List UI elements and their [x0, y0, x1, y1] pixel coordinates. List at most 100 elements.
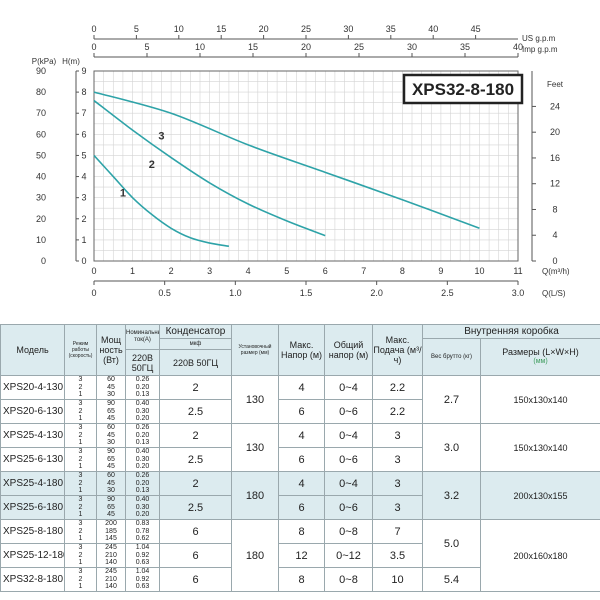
us-gpm-tick-label: 10	[174, 24, 184, 34]
us-gpm-tick-label: 40	[428, 24, 438, 34]
kpa-tick-label: 70	[36, 108, 46, 118]
head-m-tick-label: 3	[81, 193, 86, 203]
imp-gpm-tick-label: 35	[460, 42, 470, 52]
head-m-tick-label: 5	[81, 150, 86, 160]
chart-title-box: XPS32-8-180	[402, 73, 524, 105]
power-cell: 90 65 45	[96, 399, 126, 424]
power-cell: 200 185 145	[96, 519, 126, 544]
weight-cell: 2.7	[422, 375, 481, 424]
model-cell: XPS20-4-130	[0, 375, 65, 400]
feet-tick-label: 4	[552, 230, 557, 240]
header-dims-unit: (мм)	[533, 358, 548, 365]
weight-cell: 3.2	[422, 471, 481, 520]
current-cell: 0.26 0.20 0.13	[125, 471, 160, 496]
head-m-tick-label: 4	[81, 172, 86, 182]
flow-m3h-tick-label: 6	[323, 266, 328, 276]
max-flow-cell: 3	[372, 471, 423, 496]
flow-m3h-tick-label: 8	[400, 266, 405, 276]
flow-m3h-tick-label: 1	[130, 266, 135, 276]
max-flow-cell: 10	[372, 567, 423, 592]
max-head-cell: 8	[278, 519, 325, 544]
max-flow-cell: 3	[372, 423, 423, 448]
capacitor-cell: 2.5	[159, 495, 232, 520]
head-m-tick-label: 0	[81, 256, 86, 266]
kpa-tick-label: 10	[36, 235, 46, 245]
flow-ls-tick-label: 1.0	[229, 288, 242, 298]
imp-gpm-tick-label: 20	[301, 42, 311, 52]
chart-title: XPS32-8-180	[412, 80, 514, 99]
flow-m3h-tick-label: 4	[246, 266, 251, 276]
max-head-cell: 12	[278, 543, 325, 568]
us-gpm-tick-label: 0	[91, 24, 96, 34]
capacitor-cell: 6	[159, 567, 232, 592]
flow-m3h-tick-label: 3	[207, 266, 212, 276]
imp-gpm-tick-label: 5	[144, 42, 149, 52]
current-cell: 0.26 0.20 0.13	[125, 375, 160, 400]
flow-ls-tick-label: 3.0	[512, 288, 525, 298]
max-head-cell: 4	[278, 375, 325, 400]
header-weight: Вес брутто (кг)	[422, 338, 481, 376]
imp-gpm-tick-label: 10	[195, 42, 205, 52]
model-cell: XPS32-8-180	[0, 567, 65, 592]
chart-title-frame	[402, 73, 524, 105]
feet-tick-label: 0	[552, 256, 557, 266]
header-capacitor: Конденсатор	[159, 324, 232, 339]
max-head-cell: 8	[278, 567, 325, 592]
current-cell: 0.26 0.20 0.13	[125, 423, 160, 448]
max-flow-cell: 2.2	[372, 375, 423, 400]
current-cell: 0.40 0.30 0.20	[125, 399, 160, 424]
install-size-cell: 130	[231, 375, 279, 424]
capacitor-cell: 2.5	[159, 399, 232, 424]
capacitor-cell: 2.5	[159, 447, 232, 472]
head-m-tick-label: 6	[81, 129, 86, 139]
header-capacitor-sub: 220В 50ГЦ	[159, 349, 232, 376]
power-cell: 60 45 30	[96, 471, 126, 496]
head-m-axis-label: H(m)	[62, 57, 80, 66]
pump-curve-label-1: 1	[120, 188, 126, 200]
header-mode: Режим работы (скорость)	[64, 324, 97, 376]
imp-gpm-tick-label: 25	[354, 42, 364, 52]
max-flow-cell: 2.2	[372, 399, 423, 424]
total-head-cell: 0~12	[324, 543, 373, 568]
head-m-tick-label: 2	[81, 214, 86, 224]
kpa-tick-label: 50	[36, 150, 46, 160]
model-cell: XPS25-6-180	[0, 495, 65, 520]
total-head-cell: 0~6	[324, 447, 373, 472]
pump-curve-label-3: 3	[158, 131, 164, 143]
flow-m3h-tick-label: 7	[361, 266, 366, 276]
power-cell: 245 210 140	[96, 543, 126, 568]
current-cell: 0.40 0.30 0.20	[125, 447, 160, 472]
flow-m3h-tick-label: 11	[513, 266, 522, 276]
feet-tick-label: 20	[550, 127, 560, 137]
imp-gpm-axis-label: Imp g.p.m	[522, 45, 558, 54]
current-cell: 1.04 0.92 0.63	[125, 543, 160, 568]
kpa-tick-label: 0	[41, 256, 46, 266]
pump-curve-3	[93, 91, 480, 230]
imp-gpm-tick-label: 0	[91, 42, 96, 52]
total-head-cell: 0~6	[324, 495, 373, 520]
model-cell: XPS25-4-130	[0, 423, 65, 448]
flow-ls-tick-label: 0	[91, 288, 96, 298]
capacitor-cell: 2	[159, 375, 232, 400]
max-flow-cell: 3	[372, 447, 423, 472]
header-model: Модель	[0, 324, 65, 376]
capacitor-cell: 2	[159, 471, 232, 496]
pump-curve-label-2: 2	[149, 159, 155, 171]
model-cell: XPS20-6-130	[0, 399, 65, 424]
power-cell: 245 210 140	[96, 567, 126, 592]
install-size-cell: 180	[231, 519, 279, 592]
header-dims-cell: Размеры (L×W×H) (мм)	[479, 338, 600, 376]
capacitor-cell: 6	[159, 543, 232, 568]
flow-m3h-tick-label: 0	[91, 266, 96, 276]
feet-tick-label: 12	[550, 179, 560, 189]
